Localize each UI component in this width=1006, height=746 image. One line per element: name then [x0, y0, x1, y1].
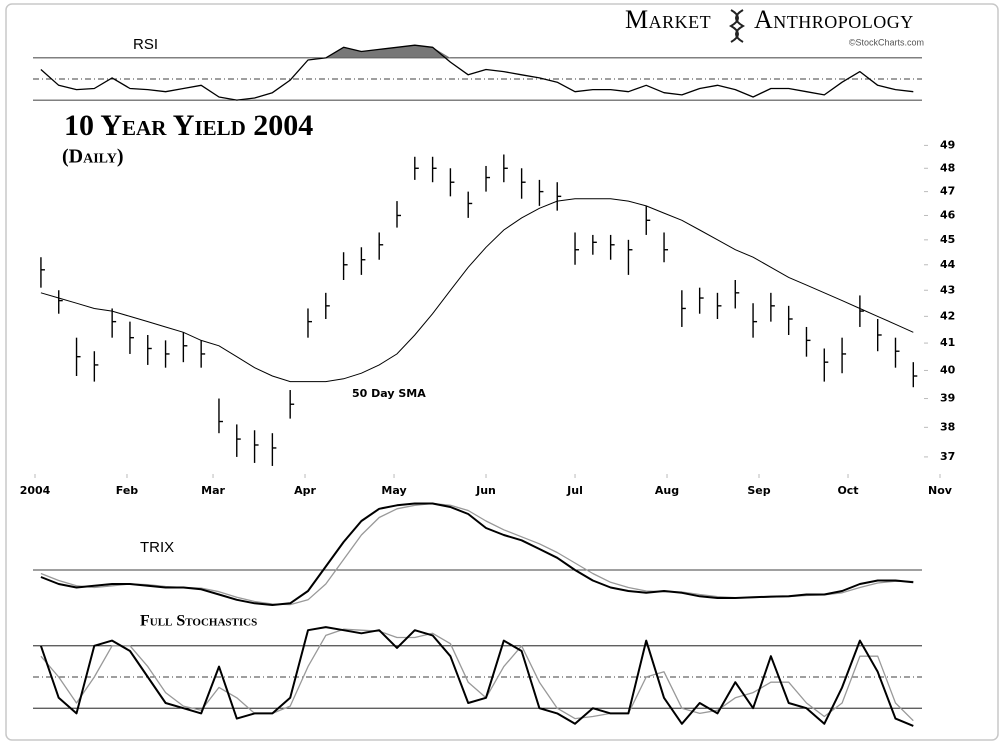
- x-tick-label: Oct: [837, 484, 858, 497]
- x-tick-label: Feb: [116, 484, 139, 497]
- x-tick-label: Apr: [294, 484, 316, 497]
- chart-subtitle: (Daily): [62, 146, 124, 168]
- y-tick-label: 38: [940, 420, 955, 433]
- logo-right: Anthropology: [754, 5, 914, 34]
- y-tick-label: 42: [940, 309, 955, 322]
- x-tick-label: Mar: [201, 484, 225, 497]
- x-tick-label: 2004: [20, 484, 51, 497]
- y-tick-label: 37: [940, 450, 955, 463]
- x-tick-label: Jun: [475, 484, 496, 497]
- series-line: [40, 44, 914, 101]
- sma-annotation: 50 Day SMA: [352, 387, 426, 400]
- sma-line: [40, 198, 914, 383]
- y-tick-label: 40: [940, 363, 956, 376]
- series-line: [40, 502, 914, 606]
- x-tick-label: Aug: [655, 484, 679, 497]
- panel-title: RSI: [133, 36, 158, 53]
- dna-strand: [735, 9, 746, 43]
- x-tick-label: Sep: [747, 484, 770, 497]
- series-line: [40, 628, 914, 722]
- y-tick-label: 45: [940, 233, 955, 246]
- y-tick-label: 41: [940, 336, 955, 349]
- y-tick-label: 49: [940, 138, 955, 151]
- frame: [5, 3, 999, 741]
- logo-icon: [728, 9, 746, 43]
- y-tick-label: 44: [940, 258, 956, 271]
- y-tick-label: 39: [940, 392, 955, 405]
- x-tick-label: Jul: [566, 484, 583, 497]
- panel-title: 10 Year Yield 2004: [64, 109, 313, 142]
- logo-left: Market: [625, 5, 711, 34]
- x-tick-label: May: [381, 484, 406, 497]
- series-line: [39, 626, 914, 727]
- y-tick-label: 43: [940, 283, 955, 296]
- panel-title: TRIX: [140, 539, 174, 556]
- credit: ©StockCharts.com: [849, 37, 924, 47]
- y-tick-label: 48: [940, 161, 955, 174]
- y-tick-label: 46: [940, 208, 956, 221]
- panel-title: Full Stochastics: [140, 613, 257, 630]
- y-tick-label: 47: [940, 185, 955, 198]
- x-tick-label: Nov: [928, 484, 953, 497]
